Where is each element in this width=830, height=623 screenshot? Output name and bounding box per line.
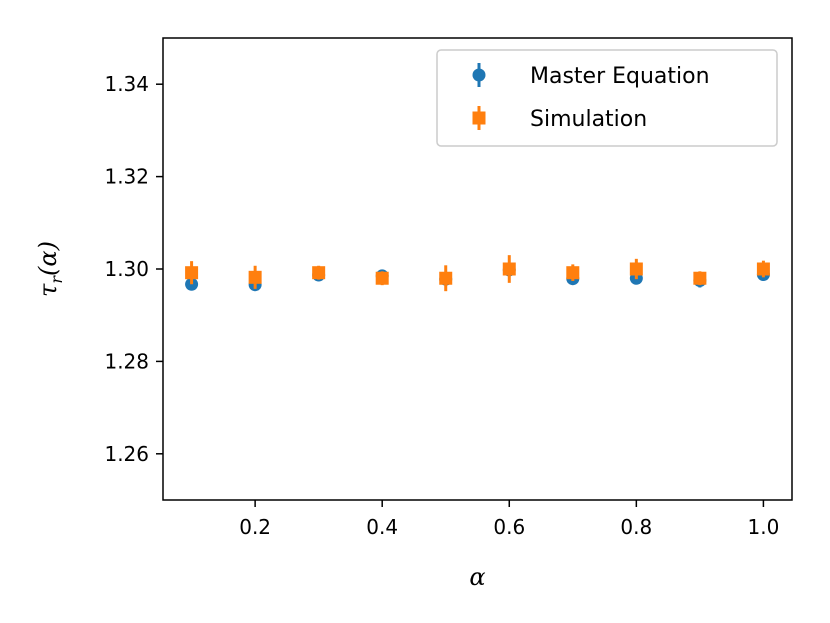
x-tick-label: 0.8 (620, 515, 652, 539)
y-tick-label: 1.26 (104, 442, 149, 466)
data-point-square (375, 271, 389, 285)
data-point-square (312, 266, 326, 280)
plot-frame (162, 37, 793, 501)
data-point-square (439, 271, 453, 285)
y-tick-label: 1.32 (104, 165, 149, 189)
legend-entry: Master Equation (472, 63, 710, 89)
legend-entry: Simulation (472, 106, 647, 132)
legend: Master Equation Simulation (436, 49, 778, 147)
legend-label: Master Equation (530, 64, 710, 89)
data-point-square (502, 262, 516, 276)
x-tick-label: 0.4 (366, 515, 398, 539)
data-point-square (248, 270, 262, 284)
legend-marker-square (472, 111, 486, 125)
data-point-square (693, 271, 707, 285)
y-tick-label: 1.30 (104, 257, 149, 281)
data-point-square (185, 266, 199, 280)
y-axis-label-tail: (α) (34, 241, 62, 276)
y-axis-label-main: τ (34, 283, 62, 297)
data-point-square (629, 262, 643, 276)
x-axis-label: α (469, 563, 485, 591)
y-tick-label: 1.34 (104, 72, 149, 96)
data-point-square (756, 262, 770, 276)
series-simulation (185, 255, 770, 292)
x-tick-label: 0.6 (493, 515, 525, 539)
legend-label: Simulation (530, 107, 647, 132)
y-axis-label: τr(α) (34, 241, 66, 297)
y-tick-label: 1.28 (104, 349, 149, 373)
x-tick-label: 0.2 (239, 515, 271, 539)
data-point-square (566, 266, 580, 280)
y-axis-label-sub: r (47, 275, 66, 284)
legend-marker-circle (472, 68, 486, 82)
legend-box (436, 49, 778, 147)
x-tick-label: 1.0 (748, 515, 780, 539)
